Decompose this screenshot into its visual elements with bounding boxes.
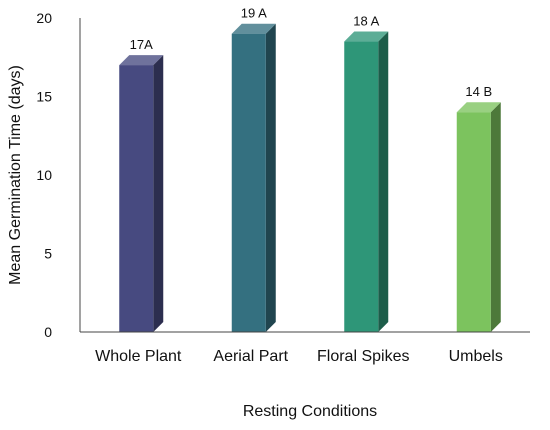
bar-aerial-part	[231, 23, 276, 332]
y-tick-label: 15	[36, 89, 52, 105]
data-label: 17A	[130, 37, 153, 52]
data-labels-layer: 17A 19 A 18 A 14 B	[130, 6, 492, 99]
bar-whole-plant	[119, 55, 164, 332]
bar-front	[119, 65, 154, 332]
x-category-label: Whole Plant	[95, 348, 182, 365]
data-label: 14 B	[465, 84, 492, 99]
bar-top	[456, 102, 501, 113]
y-tick-label: 20	[36, 10, 52, 26]
bar-top	[231, 23, 276, 34]
x-axis-title: Resting Conditions	[243, 403, 377, 420]
bar-floral-spikes	[344, 31, 389, 333]
bar-side	[265, 23, 276, 332]
bar-top	[119, 55, 164, 66]
bar-front	[344, 41, 379, 333]
bar-front	[456, 112, 491, 332]
y-tick-label: 0	[44, 324, 52, 340]
bar-side	[490, 102, 501, 332]
y-tick-label: 5	[44, 246, 52, 262]
x-category-label: Floral Spikes	[317, 348, 409, 365]
bar-front	[231, 33, 266, 332]
x-categories-layer: Whole Plant Aerial Part Floral Spikes Umbel…	[95, 348, 503, 365]
bar-side	[153, 55, 164, 332]
data-label: 19 A	[241, 6, 267, 21]
bar-top	[344, 31, 389, 42]
bar-side	[378, 31, 389, 333]
y-ticks-layer: 0 5 10 15 20	[36, 10, 52, 340]
x-category-label: Umbels	[449, 348, 503, 365]
bars-layer	[119, 23, 501, 333]
y-axis-title: Mean Germination Time (days)	[7, 65, 24, 285]
y-tick-label: 10	[36, 167, 52, 183]
data-label: 18 A	[353, 14, 379, 29]
bar-umbels	[456, 102, 501, 332]
x-category-label: Aerial Part	[213, 348, 288, 365]
